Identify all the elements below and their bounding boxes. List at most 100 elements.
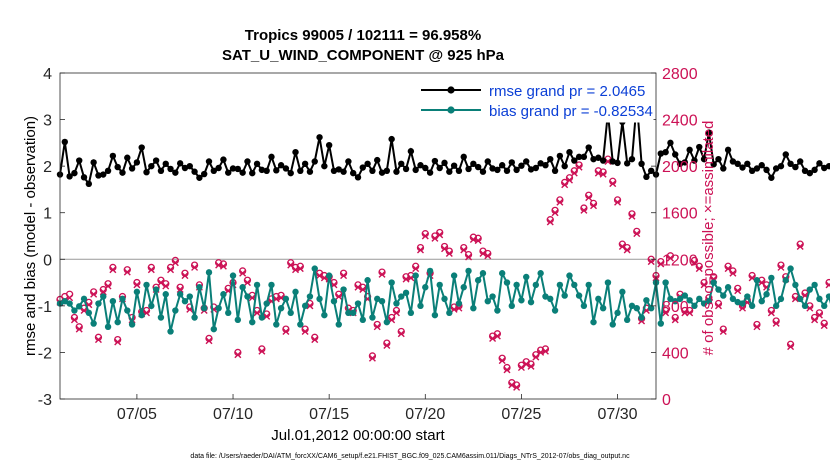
bias-point <box>571 281 578 289</box>
y2-axis-label: # of obs: o=possible; ×=assimilated <box>700 121 717 356</box>
obs-assimilated-point <box>493 332 501 340</box>
bias-point <box>609 321 616 328</box>
obs-assimilated-point <box>114 338 122 346</box>
bias-point <box>417 302 424 310</box>
bias-point <box>378 298 386 305</box>
obs-assimilated-stroke <box>484 252 492 260</box>
obs-assimilated-point <box>479 249 487 257</box>
obs-assimilated-stroke <box>253 309 261 317</box>
obs-assimilated-stroke <box>335 293 343 301</box>
rmse-point <box>176 160 184 167</box>
y-tick-label: 1 <box>43 206 52 223</box>
rmse-point <box>124 154 131 161</box>
obs-assimilated-point <box>181 272 189 280</box>
bias-point <box>210 325 218 333</box>
obs-assimilated-point <box>258 347 266 355</box>
rmse-point <box>744 160 751 168</box>
rmse-point <box>638 160 645 168</box>
rmse-point <box>119 169 126 176</box>
bias-point <box>460 284 467 291</box>
obs-assimilated-point <box>282 327 290 335</box>
rmse-point <box>417 162 424 169</box>
rmse-point <box>614 159 621 167</box>
obs-assimilated-stroke <box>508 381 516 389</box>
obs-assimilated-point <box>700 281 708 289</box>
obs-assimilated-stroke <box>474 237 482 245</box>
bias-point <box>556 281 564 289</box>
rmse-point <box>821 164 828 172</box>
obs-assimilated-stroke <box>806 304 814 312</box>
bias-point <box>426 267 434 275</box>
obs-assimilated-point <box>90 290 98 298</box>
obs-assimilated-point <box>162 282 170 290</box>
bias-point <box>816 295 823 303</box>
obs-assimilated-point <box>513 383 521 391</box>
obs-assimilated-point <box>99 288 107 296</box>
obs-assimilated-point <box>556 198 564 206</box>
bias-point <box>412 272 419 279</box>
rmse-point <box>426 169 434 176</box>
rmse-point <box>547 155 554 163</box>
rmse-point <box>436 164 443 172</box>
bias-point <box>523 273 530 281</box>
obs-assimilated-stroke <box>301 327 309 335</box>
rmse-point <box>335 166 342 173</box>
obs-assimilated-stroke <box>546 218 554 226</box>
obs-assimilated-stroke <box>820 322 828 330</box>
obs-assimilated-stroke <box>123 268 131 276</box>
obs-assimilated-point <box>815 311 823 319</box>
rmse-point <box>705 129 713 136</box>
rmse-point <box>205 158 213 165</box>
rmse-point <box>200 170 208 178</box>
obs-assimilated-stroke <box>796 242 804 250</box>
obs-assimilated-point <box>147 266 155 274</box>
obs-assimilated-point <box>431 234 439 242</box>
obs-assimilated-point <box>753 323 761 331</box>
obs-assimilated-point <box>662 309 670 317</box>
rmse-point <box>806 169 814 177</box>
rmse-point <box>647 167 655 174</box>
bias-point <box>657 320 665 327</box>
bias-point <box>114 318 121 326</box>
obs-assimilated-stroke <box>758 279 766 287</box>
y-tick-label: 0 <box>43 252 52 269</box>
obs-assimilated-stroke <box>479 249 487 257</box>
rmse-point <box>787 160 794 168</box>
obs-assimilated-point <box>311 336 319 344</box>
rmse-point <box>162 160 169 168</box>
bias-point <box>148 302 155 310</box>
x-tick-label: 07/05 <box>117 406 157 423</box>
obs-assimilated-stroke <box>378 270 386 278</box>
axis-layer: -3 -2 -1 0 1 2 3 4 0 400 800 1200 1600 2000 2400 2800 07… <box>38 66 698 423</box>
obs-assimilated-stroke <box>503 366 511 374</box>
bias-point <box>628 302 636 310</box>
obs-assimilated-stroke <box>191 263 199 271</box>
obs-assimilated-point <box>508 381 516 389</box>
rmse-point <box>148 162 155 170</box>
rmse-point <box>498 162 506 169</box>
rmse-point <box>109 152 117 160</box>
obs-assimilated-point <box>777 263 785 271</box>
obs-assimilated-stroke <box>171 259 179 267</box>
obs-assimilated-point <box>234 351 242 359</box>
bias-point <box>744 293 751 300</box>
bias-point <box>566 272 573 279</box>
rmse-point <box>792 163 799 171</box>
obs-assimilated-point <box>719 327 727 335</box>
obs-assimilated-stroke <box>416 246 424 254</box>
bias-point <box>638 314 645 321</box>
obs-assimilated-point <box>421 232 429 240</box>
x-axis-label: Jul.01,2012 00:00:00 start <box>271 427 445 444</box>
obs-assimilated-point <box>301 327 309 335</box>
obs-assimilated-point <box>109 266 117 274</box>
obs-assimilated-stroke <box>412 265 420 273</box>
bias-point <box>167 328 174 335</box>
bias-point <box>369 314 376 321</box>
obs-assimilated-stroke <box>686 309 694 317</box>
rmse-point <box>85 180 93 188</box>
obs-assimilated-stroke <box>234 351 242 359</box>
bias-point <box>772 302 780 310</box>
obs-assimilated-stroke <box>633 230 641 238</box>
bias-point <box>720 292 727 299</box>
rmse-point <box>518 162 525 169</box>
